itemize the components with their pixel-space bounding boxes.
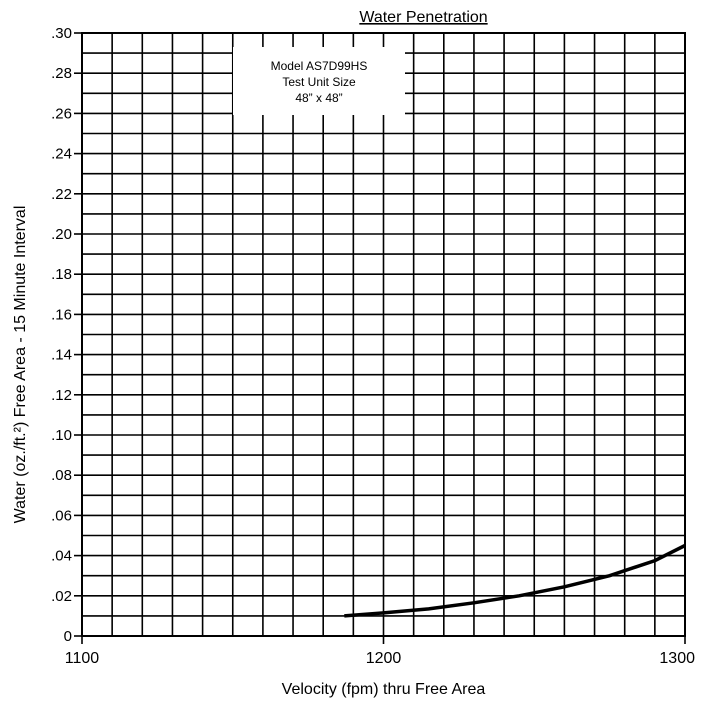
y-tick-label: .30 (51, 25, 72, 42)
x-tick-label: 1300 (659, 650, 695, 667)
y-tick-label: .08 (51, 467, 72, 484)
axis-ticks: 0 .02 .04 .06 .08 .10 .12 .14 .16 .18 .20 .22 .24 .26… (51, 25, 695, 667)
y-tick-label: .06 (51, 507, 72, 524)
x-tick-label: 1100 (65, 650, 100, 667)
y-axis-label: Water (oz./ft.²) Free Area - 15 Minute I… (12, 206, 29, 524)
annotation-line: Model AS7D99HS (271, 59, 368, 73)
annotation-line: Test Unit Size (282, 75, 356, 89)
y-tick-label: .14 (51, 347, 72, 364)
y-tick-label: .10 (51, 427, 72, 444)
y-tick-label: .28 (51, 65, 72, 82)
y-tick-label: .22 (51, 186, 72, 203)
y-tick-label: .24 (51, 146, 72, 163)
y-tick-label: .18 (51, 266, 72, 283)
y-tick-label: .16 (51, 306, 72, 323)
annotation-line: 48” x 48” (295, 91, 342, 105)
annotation-box (233, 47, 405, 115)
y-tick-label: .02 (51, 588, 72, 605)
series-line (344, 543, 686, 618)
y-tick-label: .26 (51, 105, 72, 122)
y-tick-label: .20 (51, 226, 72, 243)
y-tick-label: .12 (51, 387, 72, 404)
y-tick-label: 0 (64, 628, 72, 645)
y-tick-label: .04 (51, 548, 72, 565)
grid (81, 32, 686, 637)
chart-title: Water Penetration (359, 9, 487, 26)
x-axis-label: Velocity (fpm) thru Free Area (282, 681, 486, 698)
x-tick-label: 1200 (366, 650, 402, 667)
